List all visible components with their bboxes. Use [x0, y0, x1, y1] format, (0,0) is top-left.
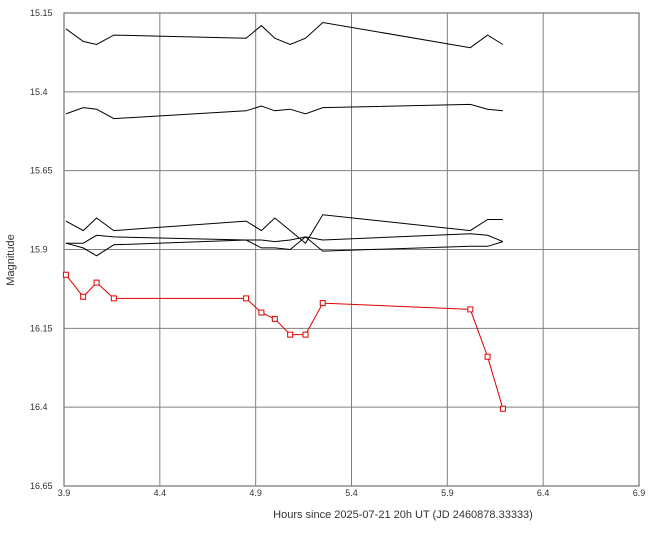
- x-tick-label: 4.9: [249, 488, 262, 498]
- x-axis-title: Hours since 2025-07-21 20h UT (JD 246087…: [273, 509, 533, 521]
- series-line-2: [65, 103, 503, 120]
- x-tick-label: 5.9: [441, 488, 454, 498]
- data-point: [499, 405, 506, 412]
- data-point: [62, 271, 69, 278]
- data-point: [319, 300, 326, 307]
- data-point: [302, 331, 309, 338]
- series-line-1: [65, 21, 504, 49]
- data-point: [271, 315, 278, 322]
- y-axis-title: Magnitude: [5, 234, 17, 285]
- data-point: [258, 309, 265, 316]
- x-tick-label: 5.4: [345, 488, 358, 498]
- y-tick-label: 16.15: [30, 323, 53, 333]
- y-tick-label: 15.4: [30, 87, 48, 97]
- x-tick-label: 3.9: [58, 488, 71, 498]
- y-tick-label: 16.65: [30, 481, 53, 491]
- data-point: [110, 295, 117, 302]
- series-line-6: [65, 274, 504, 409]
- grid: [63, 12, 640, 487]
- y-tick-label: 15.9: [30, 245, 48, 255]
- data-point: [80, 293, 87, 300]
- y-tick-label: 16.4: [30, 402, 48, 412]
- data-point: [467, 306, 474, 313]
- data-point: [243, 295, 250, 302]
- y-tick-label: 15.15: [30, 8, 53, 18]
- series-layer: [62, 21, 506, 412]
- series-line-3: [65, 214, 503, 244]
- x-tick-label: 6.4: [537, 488, 550, 498]
- series-line-5: [65, 233, 504, 244]
- data-point: [484, 353, 491, 360]
- series-line-4: [65, 236, 504, 257]
- data-point: [287, 331, 294, 338]
- y-tick-label: 15.65: [30, 166, 53, 176]
- x-tick-label: 6.9: [633, 488, 646, 498]
- x-tick-label: 4.4: [154, 488, 167, 498]
- tick-labels: 3.9 4.4 4.9 5.4 5.9 6.4 6.9 15.15 15.4 15.65 15.9 1…: [30, 8, 645, 498]
- data-point: [93, 279, 100, 286]
